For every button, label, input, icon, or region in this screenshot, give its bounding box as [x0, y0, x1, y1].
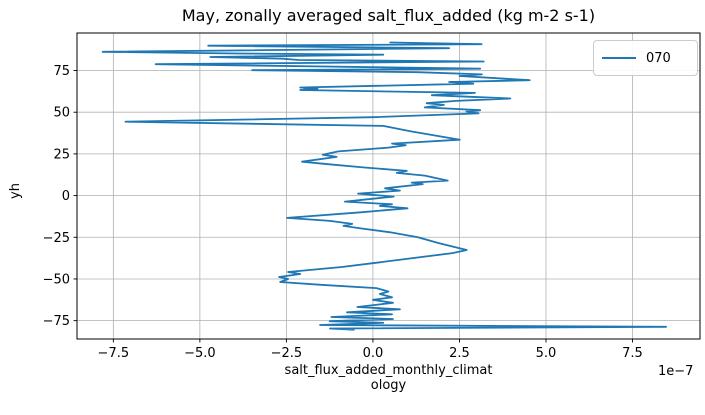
x-tick-label: −5.0: [184, 346, 216, 361]
y-tick-label: 25: [53, 147, 70, 162]
x-tick-label: 0.0: [363, 346, 384, 361]
data-line-070: [101, 41, 667, 331]
chart-title: May, zonally averaged salt_flux_added (k…: [181, 6, 596, 25]
x-tick-label: 7.5: [622, 346, 643, 361]
y-tick-label: −25: [43, 231, 70, 246]
x-tick-label: −2.5: [271, 346, 303, 361]
y-tick-label: 0: [62, 189, 70, 204]
x-axis-offset-text: 1e−7: [658, 364, 694, 379]
x-axis-label-line2: ology: [370, 378, 407, 393]
legend: 070: [593, 40, 698, 76]
y-axis-label: yh: [7, 183, 23, 199]
x-tick-label: 5.0: [536, 346, 557, 361]
x-axis-label-line1: salt_flux_added_monthly_climat: [284, 363, 493, 378]
y-tick-label: 50: [53, 106, 70, 121]
y-tick-label: −75: [43, 314, 70, 329]
x-tick-label: −7.5: [98, 346, 130, 361]
x-tick-label: 2.5: [449, 346, 470, 361]
y-tick-label: 75: [53, 64, 70, 79]
x-axis-label: salt_flux_added_monthly_climat ology: [77, 363, 700, 393]
legend-line-sample: [602, 57, 636, 59]
axes-frame: [76, 32, 701, 340]
y-tick-label: −50: [43, 272, 70, 287]
legend-label: 070: [646, 50, 671, 66]
